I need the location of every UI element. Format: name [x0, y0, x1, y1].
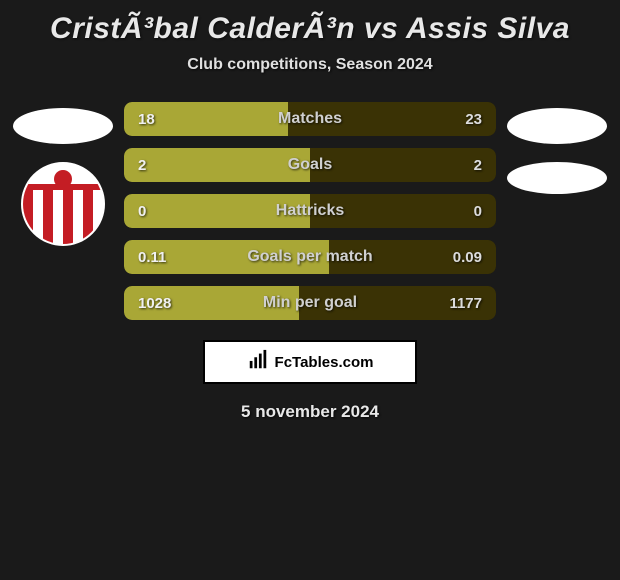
stat-label: Min per goal	[263, 286, 357, 320]
chart-icon	[247, 349, 269, 375]
stat-value-right: 0	[474, 194, 482, 228]
right-player-photo	[507, 108, 607, 144]
stat-row: 18 23 Matches	[124, 102, 496, 136]
stat-label: Hattricks	[276, 194, 344, 228]
attribution-text: FcTables.com	[275, 354, 374, 371]
stat-bars: 18 23 Matches 2 2 Goals 0 0 Hattricks 0.11 0.09 Goa…	[118, 102, 502, 320]
stat-value-left: 1028	[138, 286, 171, 320]
right-player-column	[502, 102, 612, 320]
right-club-logo-placeholder	[507, 162, 607, 194]
stat-row: 2 2 Goals	[124, 148, 496, 182]
left-player-column	[8, 102, 118, 320]
subtitle: Club competitions, Season 2024	[0, 56, 620, 74]
stat-value-right: 1177	[449, 286, 482, 320]
date-label: 5 november 2024	[0, 402, 620, 422]
page-title: CristÃ³bal CalderÃ³n vs Assis Silva	[0, 8, 620, 56]
stat-value-left: 2	[138, 148, 146, 182]
stat-value-left: 18	[138, 102, 155, 136]
stat-value-left: 0.11	[138, 240, 166, 274]
stat-label: Goals per match	[247, 240, 372, 274]
stat-value-right: 0.09	[453, 240, 482, 274]
left-club-logo	[21, 162, 105, 246]
bar-right	[310, 148, 496, 182]
stat-row: 1028 1177 Min per goal	[124, 286, 496, 320]
stat-label: Goals	[288, 148, 332, 182]
bar-left	[124, 148, 310, 182]
left-player-photo	[13, 108, 113, 144]
stat-value-right: 2	[474, 148, 482, 182]
comparison-body: 18 23 Matches 2 2 Goals 0 0 Hattricks 0.11 0.09 Goa…	[0, 102, 620, 320]
stat-label: Matches	[278, 102, 342, 136]
comparison-card: CristÃ³bal CalderÃ³n vs Assis Silva Club…	[0, 0, 620, 422]
attribution-badge: FcTables.com	[203, 340, 417, 384]
stat-row: 0 0 Hattricks	[124, 194, 496, 228]
stat-value-left: 0	[138, 194, 146, 228]
stat-value-right: 23	[465, 102, 482, 136]
stat-row: 0.11 0.09 Goals per match	[124, 240, 496, 274]
